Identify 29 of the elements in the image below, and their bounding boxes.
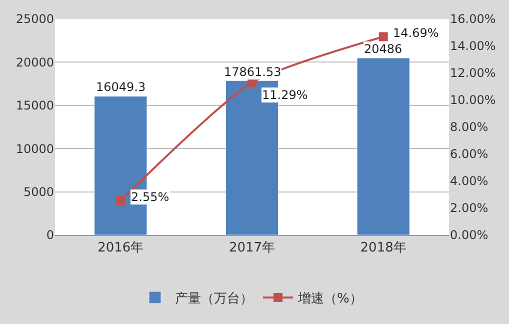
y2-tick-label: 4.00% — [450, 174, 488, 188]
data-label: 11.29% — [262, 88, 308, 102]
y2-tick-label: 0.00% — [450, 228, 488, 242]
y-tick-label: 5000 — [23, 185, 54, 199]
bar — [356, 58, 410, 235]
point — [116, 196, 126, 206]
y-tick-label: 10000 — [16, 142, 54, 156]
y-tick-label: 20000 — [16, 55, 54, 70]
x-tick-label: 2016年 — [98, 240, 144, 256]
data-label: 14.69% — [393, 26, 439, 40]
point — [378, 32, 388, 42]
y-tick-label: 25000 — [16, 12, 54, 26]
y2-tick-label: 6.00% — [450, 147, 488, 162]
y-tick-label: 0 — [46, 228, 54, 242]
y2-tick-label: 14.00% — [450, 39, 496, 54]
legend-label: 增速（%） — [297, 292, 362, 307]
y2-tick-label: 12.00% — [450, 66, 496, 80]
x-tick-label: 2017年 — [228, 240, 276, 256]
y2-tick-label: 8.00% — [450, 120, 488, 134]
x-tick-label: 2018年 — [360, 240, 406, 256]
y2-tick-label: 10.00% — [450, 93, 496, 108]
data-label: 20486 — [364, 42, 402, 56]
data-label: 17861.53 — [224, 65, 282, 79]
legend-label: 产量（万台） — [175, 292, 253, 307]
data-label: 2.55% — [131, 190, 170, 204]
y2-tick-label: 16.00% — [450, 12, 496, 26]
y2-tick-label: 2.00% — [450, 201, 488, 216]
y-tick-label: 15000 — [16, 98, 54, 113]
data-label: 16049.3 — [96, 80, 146, 94]
